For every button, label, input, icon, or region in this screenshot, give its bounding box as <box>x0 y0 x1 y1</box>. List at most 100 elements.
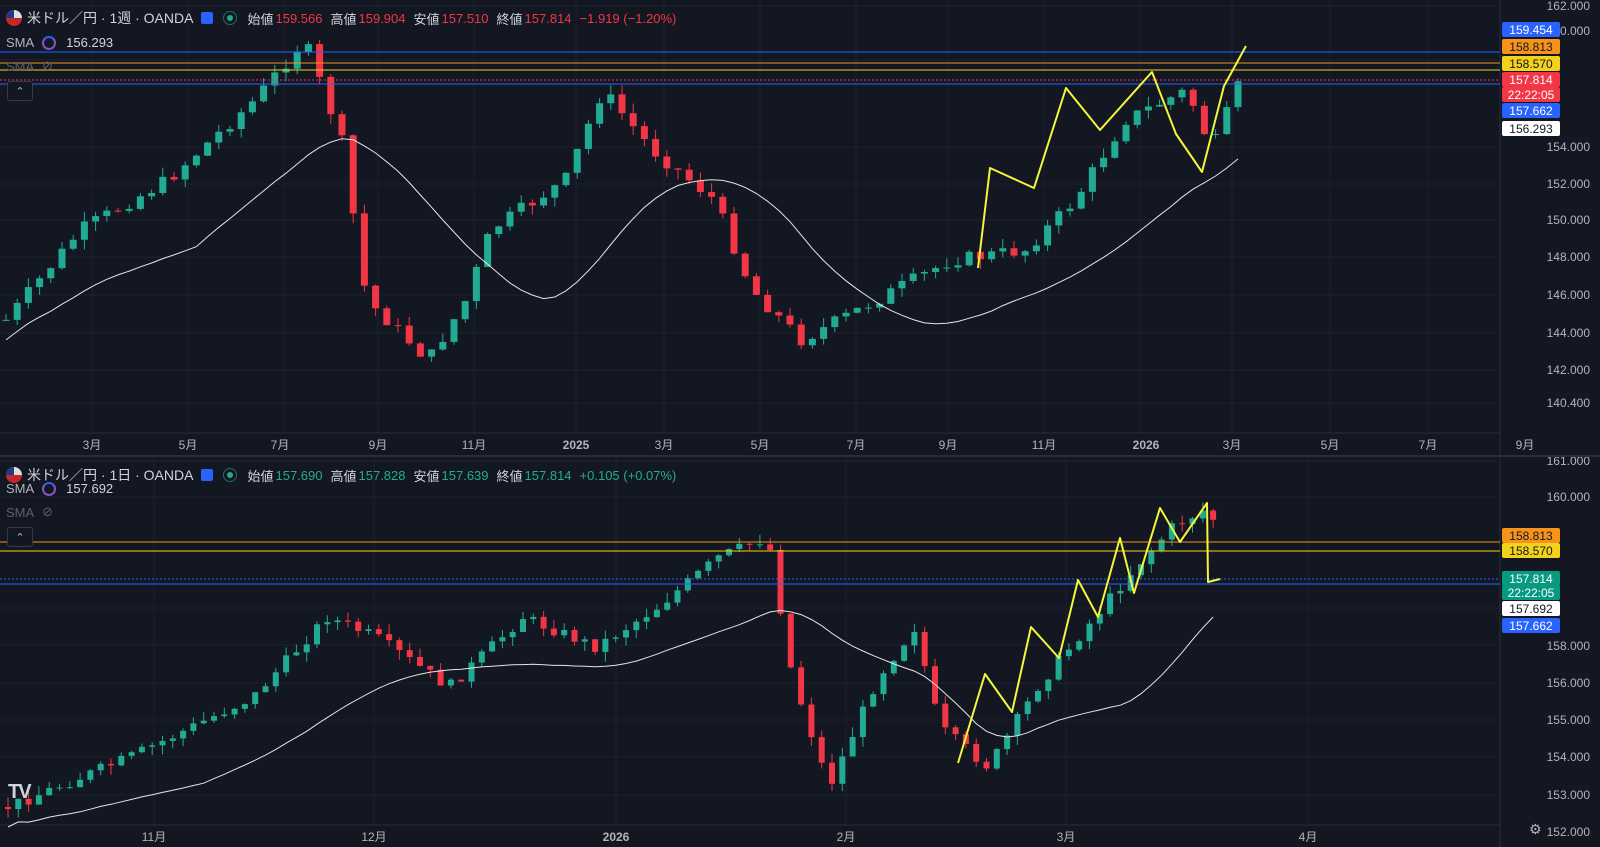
price-tick-label: 161.000 <box>1547 457 1591 468</box>
refresh-icon[interactable] <box>42 35 57 50</box>
candle-body <box>159 176 167 194</box>
candle-body <box>859 706 866 738</box>
candle-body <box>607 94 615 104</box>
candle-body <box>344 620 351 622</box>
candle-body <box>1065 649 1072 657</box>
candle-body <box>623 630 629 638</box>
collapse-button[interactable]: ⌃ <box>7 527 33 547</box>
candle-body <box>338 114 346 136</box>
candle-body <box>756 544 763 546</box>
candle-body <box>5 807 11 810</box>
candle-body <box>316 44 324 77</box>
candle-body <box>231 708 238 715</box>
candle-body <box>1055 211 1063 226</box>
refresh-icon[interactable] <box>42 481 57 496</box>
candle-body <box>1096 614 1103 624</box>
chevron-up-icon: ⌃ <box>15 531 25 544</box>
candle-body <box>1055 656 1062 680</box>
candle-body <box>880 673 887 695</box>
candle-body <box>993 749 1000 769</box>
flag-marker-icon[interactable] <box>201 469 214 481</box>
candle-body <box>573 148 581 173</box>
eye-off-icon[interactable]: ⊘ <box>42 504 54 519</box>
market-status-icon[interactable] <box>223 11 238 25</box>
price-tick-label: 150.000 <box>1547 213 1591 227</box>
candle-body <box>876 303 884 308</box>
symbol-title[interactable]: 米ドル／円 · 1日 · OANDA <box>27 467 194 483</box>
candle-body <box>715 555 722 562</box>
sma-indicator-2[interactable]: SMA ⊘ <box>6 58 53 74</box>
candle-body <box>15 798 22 810</box>
candle-body <box>506 211 514 227</box>
candle-body <box>909 273 917 281</box>
weekly-legend: 米ドル／円 · 1週 · OANDA 始値 159.566 高値 159.904… <box>6 8 684 28</box>
candle-body <box>965 251 973 266</box>
flag-marker-icon[interactable] <box>201 12 214 24</box>
candle-body <box>1167 97 1175 105</box>
candle-body <box>674 590 681 603</box>
daily-chart-pane[interactable]: 161.000 160.000 158.000 156.000 155.000 154.0… <box>0 457 1600 847</box>
trend-drawing <box>977 45 1247 269</box>
price-tag <box>1502 571 1560 586</box>
candle-body <box>592 639 599 652</box>
candle-body <box>831 316 839 328</box>
gear-icon[interactable]: ⚙ <box>1529 821 1542 837</box>
chevron-up-icon: ⌃ <box>15 85 25 98</box>
sma-line <box>7 609 1214 828</box>
candle-body <box>375 629 382 635</box>
candle-body <box>148 193 156 197</box>
sma-indicator-1[interactable]: SMA 156.293 <box>6 35 113 50</box>
candle-body <box>612 637 619 639</box>
candle-body <box>383 308 391 326</box>
market-status-icon[interactable] <box>223 468 238 482</box>
close-value: 157.814 <box>524 10 572 26</box>
candle-body <box>1100 157 1108 168</box>
symbol-title[interactable]: 米ドル／円 · 1週 · OANDA <box>27 10 194 26</box>
candle-body <box>643 617 650 622</box>
candle-body <box>551 185 559 198</box>
candle-body <box>1156 104 1164 107</box>
candle-body <box>1210 510 1217 520</box>
daily-chart-canvas[interactable]: 161.000 160.000 158.000 156.000 155.000 154.0… <box>0 457 1600 847</box>
pane-divider[interactable] <box>0 455 1600 457</box>
candle-body <box>653 609 660 618</box>
collapse-button[interactable]: ⌃ <box>7 81 33 101</box>
candle-body <box>629 113 637 127</box>
candle-body <box>1076 641 1083 650</box>
candle-body <box>1189 518 1196 525</box>
price-tag <box>1502 585 1560 600</box>
price-tick-label: 153.000 <box>1547 788 1591 802</box>
candle-body <box>1158 539 1165 551</box>
candle-body <box>777 549 784 614</box>
weekly-chart-pane[interactable]: 162.000 160.000 154.000 152.000 150.000 148.0… <box>0 0 1600 455</box>
candle-body <box>640 126 648 140</box>
candle-body <box>764 294 772 313</box>
eye-off-icon[interactable]: ⊘ <box>42 58 54 73</box>
candle-body <box>221 714 228 717</box>
candle-body <box>1010 248 1018 256</box>
weekly-chart-canvas[interactable]: 162.000160.000154.000152.000150.000148.0… <box>0 0 1600 455</box>
time-tick-label: 7月 <box>271 438 290 452</box>
candle-body <box>787 613 794 668</box>
candle-body <box>1122 124 1130 142</box>
candle-body <box>1117 590 1124 594</box>
candle-body <box>128 752 135 756</box>
candle-body <box>1032 245 1040 252</box>
candle-body <box>988 251 996 260</box>
price-tick-label: 162.000 <box>1547 0 1591 13</box>
candle-body <box>180 730 187 739</box>
sma-indicator-1[interactable]: SMA 157.692 <box>6 481 113 496</box>
candle-body <box>499 637 506 642</box>
candle-body <box>334 620 341 623</box>
time-tick-label: 5月 <box>179 438 198 452</box>
candle-body <box>114 210 122 212</box>
sma-name: SMA <box>6 35 35 50</box>
tradingview-logo[interactable]: TV <box>8 781 32 803</box>
candle-body <box>260 85 268 102</box>
low-value: 157.510 <box>441 10 489 26</box>
candle-body <box>47 268 55 279</box>
sma-indicator-2[interactable]: SMA ⊘ <box>6 504 53 520</box>
candle-body <box>138 746 145 753</box>
candle-body <box>1014 713 1021 736</box>
price-tick-label: 156.000 <box>1547 676 1591 690</box>
